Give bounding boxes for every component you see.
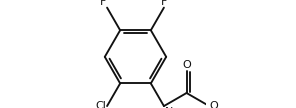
Text: O: O (210, 101, 218, 108)
Text: Cl: Cl (95, 101, 106, 108)
Text: O: O (182, 60, 191, 70)
Text: F: F (100, 0, 106, 7)
Text: N: N (165, 107, 173, 108)
Text: F: F (161, 0, 167, 7)
